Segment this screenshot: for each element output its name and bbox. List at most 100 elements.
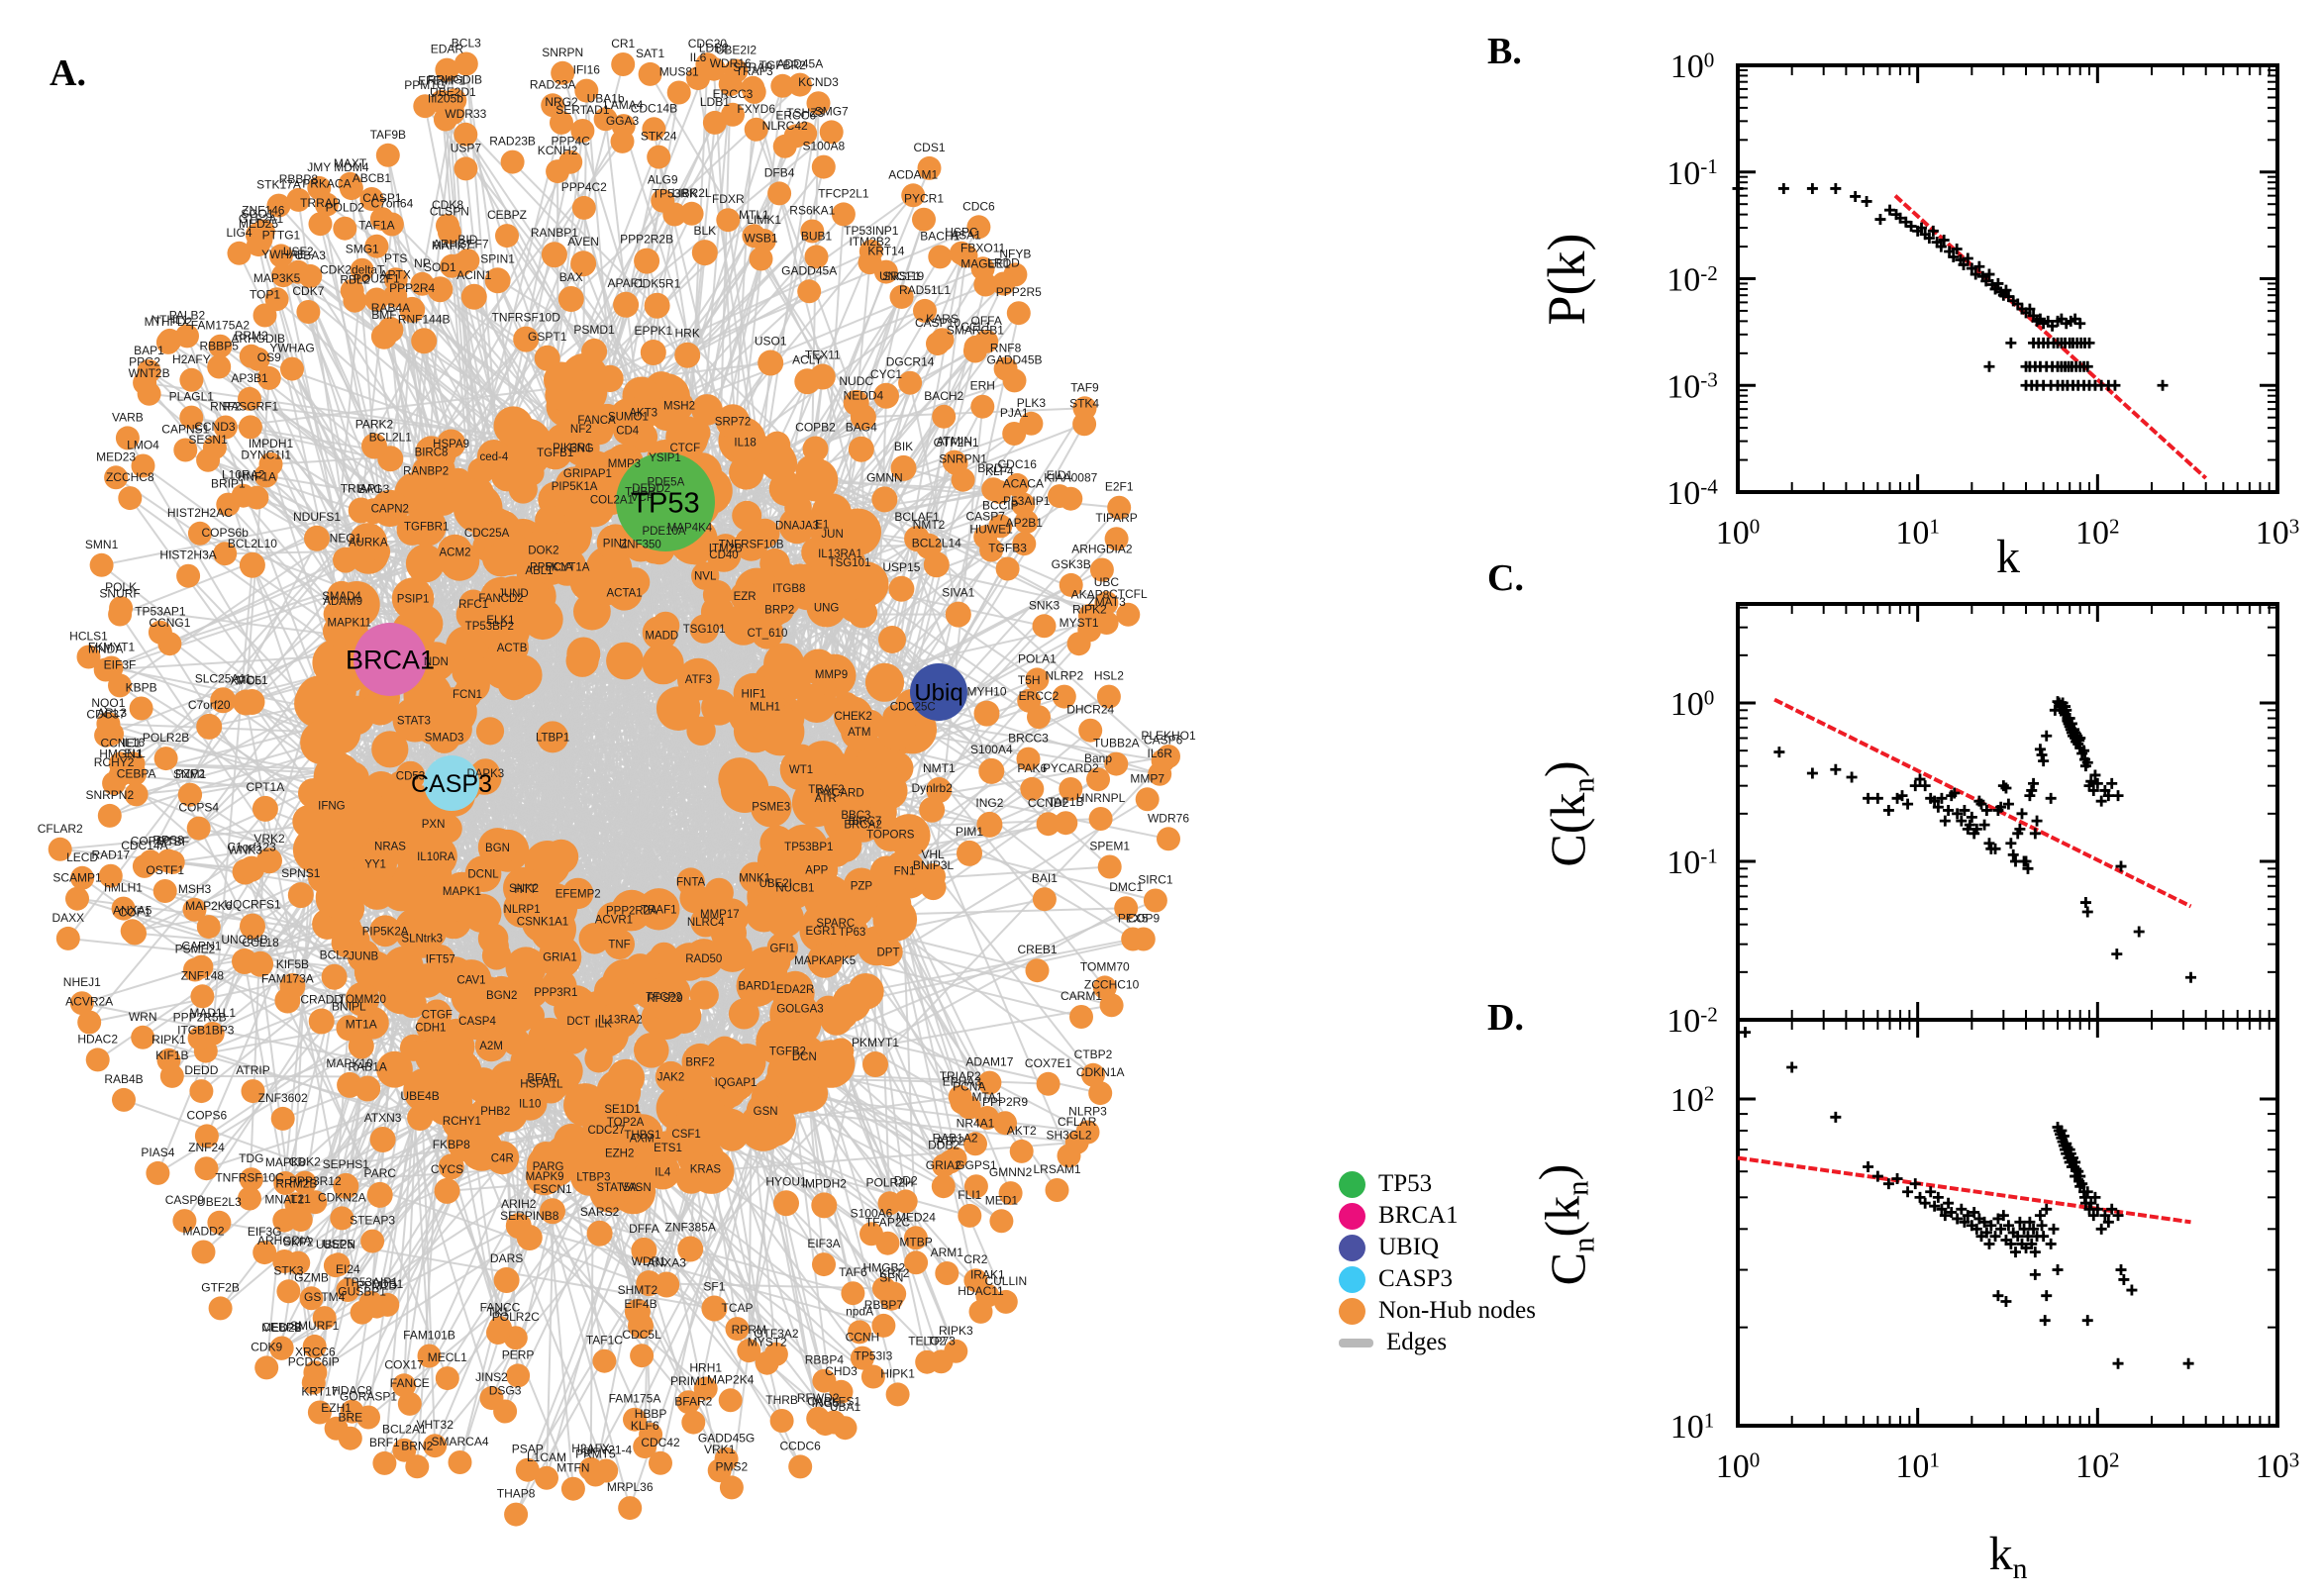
gene-label: ADAM17 [965, 1055, 1013, 1069]
panel-label-a: A. [50, 52, 86, 94]
axis-label: 102 [1670, 1081, 1715, 1119]
data-point [2052, 1264, 2064, 1276]
gene-label: HNRNPL [1076, 791, 1126, 805]
gene-label: PSME2 [175, 943, 216, 956]
legend-label: Edges [1386, 1329, 1448, 1355]
gene-label: BUB1 [801, 229, 833, 243]
gene-label: ADAM9 [323, 596, 362, 608]
gene-label: PRMT5 [575, 1447, 616, 1461]
gene-node [435, 1366, 459, 1391]
axis-label: 10-2 [1666, 1002, 1718, 1040]
gene-label: ATXN3 [364, 1111, 402, 1125]
gene-label: LAMA4 [604, 98, 644, 112]
gene-label: SCAMP1 [52, 871, 102, 885]
gene-label: CASP4 [458, 1016, 496, 1028]
gene-label: CPT1A [247, 780, 285, 794]
gene-label: BCL2L1 [369, 430, 413, 444]
data-point [2041, 1290, 2053, 1302]
gene-label: AP3B1 [231, 371, 268, 385]
gene-label: MED1 [985, 1193, 1019, 1207]
gene-node [581, 338, 608, 364]
data-point [1939, 815, 1951, 827]
gene-node [871, 486, 898, 513]
gene-node [758, 349, 784, 376]
gene-label: RBBP4 [805, 1353, 845, 1367]
data-point [1806, 767, 1818, 779]
brca1-swatch-icon [1339, 1202, 1365, 1230]
gene-node [65, 886, 89, 911]
gene-label: SMG1 [346, 243, 379, 256]
gene-label: PHB2 [480, 1106, 510, 1118]
network-edge [916, 538, 1164, 762]
gene-node [372, 1450, 397, 1475]
gene-node [758, 441, 796, 479]
gene-label: BIRC8 [415, 448, 449, 459]
gene-label: SGO1 [241, 207, 274, 221]
gene-label: KRAS [690, 1163, 722, 1175]
gene-node [1009, 1139, 1034, 1163]
gene-label: DAXX [51, 911, 84, 925]
gene-label: DNAJA3 [775, 521, 819, 533]
data-point [2034, 744, 2046, 755]
gene-label: GRIPAP1 [563, 468, 612, 480]
gene-label: NLRP2 [1045, 669, 1083, 683]
gene-label: DDB2 [928, 1138, 960, 1151]
network-edge [156, 960, 246, 1174]
gene-node [978, 757, 1005, 784]
gene-label: BIK [894, 440, 913, 453]
gene-label: CCNH [846, 1331, 880, 1345]
data-point [2016, 808, 2028, 820]
gene-label: SMG7 [815, 104, 849, 118]
gene-label: MECL1 [428, 1350, 467, 1364]
gene-label: PTS [384, 251, 407, 265]
gene-label: TRIAP2 [940, 1069, 981, 1083]
network-edge [188, 794, 453, 1167]
gene-label: TDG [239, 1151, 263, 1165]
gene-label: ENG [569, 443, 594, 454]
gene-label: GADD45B [986, 352, 1042, 366]
gene-label: OSTF1 [146, 863, 184, 877]
gene-label: CEBPB [261, 1321, 302, 1335]
gene-label: E1 [815, 519, 829, 531]
gene-label: IFI16 [573, 63, 601, 77]
gene-label: JUNB [349, 951, 378, 963]
gene-node [534, 345, 560, 371]
legend-item-edges: Edges [1339, 1327, 1536, 1358]
gene-node [674, 342, 701, 368]
data-point [2079, 897, 2091, 909]
gene-label: FAM173A [261, 972, 314, 986]
gene-label: IL10RA [417, 851, 455, 863]
gene-node [208, 1296, 233, 1321]
data-point [2048, 1223, 2060, 1235]
gene-node [280, 356, 304, 381]
network-edge [451, 782, 690, 963]
gene-label: SESN1 [188, 433, 228, 447]
gene-label: MAPK1 [443, 886, 481, 898]
gene-label: ced-4 [480, 451, 509, 463]
gene-label: ATF3 [685, 674, 712, 686]
data-point [1863, 1161, 1874, 1173]
gene-label: EDAR [431, 43, 464, 56]
gene-node [1045, 1178, 1069, 1202]
network-edge [689, 1247, 843, 1393]
gene-label: PYCR1 [904, 192, 944, 206]
gene-label: CR2 [963, 1252, 987, 1266]
network-edge [851, 938, 1145, 1004]
gene-label: HIPK1 [880, 1366, 915, 1380]
gene-node [872, 897, 918, 942]
gene-node [245, 485, 269, 510]
gene-node [973, 700, 1000, 727]
gene-label: KCND3 [798, 75, 839, 89]
gene-node [270, 1106, 295, 1131]
gene-node [1069, 1005, 1093, 1029]
gene-node [769, 1409, 794, 1433]
gene-label: IMPDH1 [249, 437, 294, 450]
gene-label: L21 [291, 1192, 311, 1206]
gene-label: SMARCA4 [431, 1435, 488, 1448]
gene-label: ZNF385A [665, 1221, 716, 1235]
gene-label: DCNL [467, 869, 499, 881]
gene-node [254, 1355, 279, 1380]
gene-label: MAP2K4 [707, 1372, 755, 1386]
gene-label: PYCARD [817, 788, 864, 800]
gene-label: PPP4C2 [561, 180, 607, 194]
